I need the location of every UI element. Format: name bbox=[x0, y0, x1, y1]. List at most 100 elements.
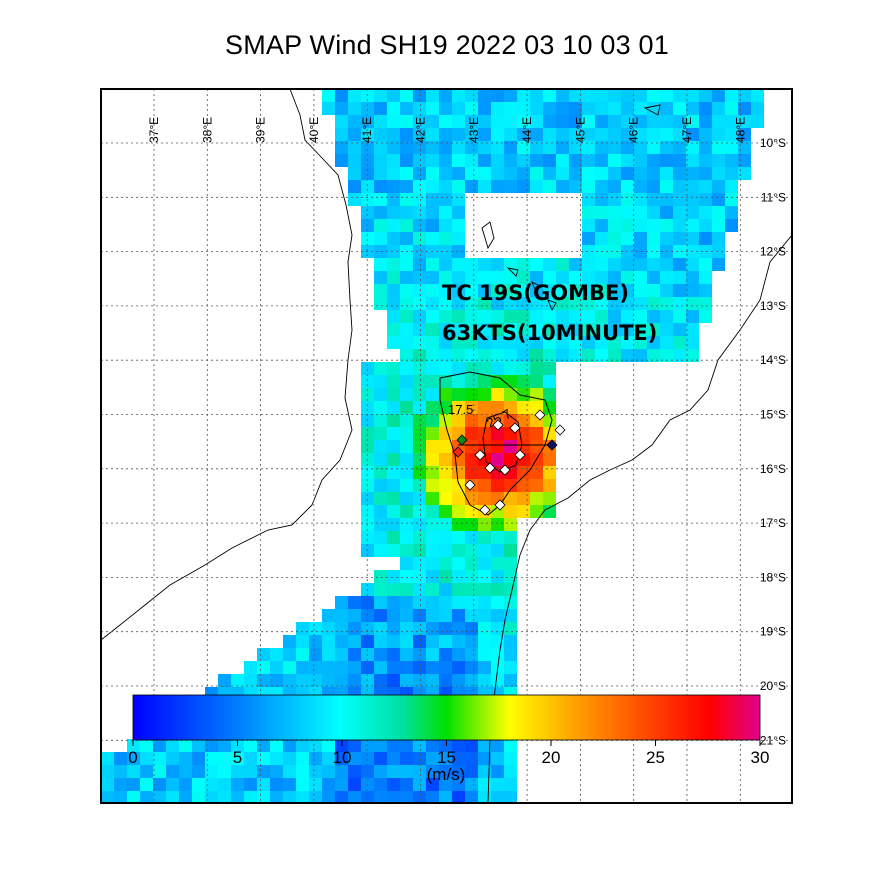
wind-cell bbox=[504, 648, 517, 661]
wind-cell bbox=[452, 414, 465, 427]
longitude-label: 40°E bbox=[307, 117, 321, 143]
wind-cell bbox=[374, 778, 387, 791]
wind-cell bbox=[361, 115, 374, 128]
wind-cell bbox=[738, 115, 751, 128]
wind-cell bbox=[374, 258, 387, 271]
wind-cell bbox=[400, 440, 413, 453]
wind-cell bbox=[621, 128, 634, 141]
wind-cell bbox=[348, 648, 361, 661]
longitude-label: 48°E bbox=[733, 117, 747, 143]
wind-cell bbox=[738, 141, 751, 154]
wind-cell bbox=[530, 479, 543, 492]
wind-cell bbox=[569, 128, 582, 141]
wind-cell bbox=[400, 128, 413, 141]
wind-cell bbox=[244, 739, 257, 752]
wind-cell bbox=[387, 492, 400, 505]
wind-cell bbox=[608, 115, 621, 128]
wind-cell bbox=[257, 739, 270, 752]
wind-cell bbox=[660, 180, 673, 193]
wind-cell bbox=[465, 609, 478, 622]
wind-cell bbox=[478, 739, 491, 752]
wind-cell bbox=[387, 89, 400, 102]
wind-cell bbox=[387, 232, 400, 245]
wind-cell bbox=[426, 778, 439, 791]
latitude-label: 13°S bbox=[760, 299, 786, 313]
wind-cell bbox=[452, 375, 465, 388]
wind-cell bbox=[465, 674, 478, 687]
wind-cell bbox=[413, 427, 426, 440]
longitude-label: 41°E bbox=[360, 117, 374, 143]
wind-cell bbox=[582, 219, 595, 232]
wind-cell bbox=[582, 180, 595, 193]
wind-cell bbox=[439, 297, 452, 310]
wind-cell bbox=[465, 739, 478, 752]
wind-cell bbox=[348, 791, 361, 803]
wind-cell bbox=[621, 297, 634, 310]
wind-cell bbox=[140, 778, 153, 791]
wind-cell bbox=[478, 167, 491, 180]
wind-cell bbox=[400, 336, 413, 349]
wind-cell bbox=[660, 193, 673, 206]
wind-cell bbox=[504, 596, 517, 609]
wind-cell bbox=[452, 388, 465, 401]
wind-cell bbox=[491, 258, 504, 271]
wind-cell bbox=[725, 89, 738, 102]
wind-cell bbox=[725, 141, 738, 154]
wind-cell bbox=[400, 570, 413, 583]
wind-cell bbox=[543, 115, 556, 128]
wind-cell bbox=[504, 479, 517, 492]
wind-cell bbox=[647, 323, 660, 336]
wind-cell bbox=[387, 154, 400, 167]
wind-cell bbox=[634, 193, 647, 206]
wind-cell bbox=[400, 258, 413, 271]
wind-cell bbox=[504, 518, 517, 531]
wind-cell bbox=[595, 206, 608, 219]
wind-cell bbox=[413, 232, 426, 245]
wind-cell bbox=[465, 557, 478, 570]
wind-cell bbox=[439, 89, 452, 102]
wind-cell bbox=[439, 778, 452, 791]
wind-cell bbox=[673, 141, 686, 154]
wind-cell bbox=[400, 466, 413, 479]
wind-cell bbox=[166, 765, 179, 778]
wind-cell bbox=[400, 232, 413, 245]
seychelles-island bbox=[643, 104, 661, 116]
wind-cell bbox=[491, 154, 504, 167]
wind-cell bbox=[413, 661, 426, 674]
wind-cell bbox=[725, 102, 738, 115]
wind-cell bbox=[426, 310, 439, 323]
wind-cell bbox=[491, 336, 504, 349]
wind-cell bbox=[413, 401, 426, 414]
wind-cell bbox=[374, 362, 387, 375]
wind-cell bbox=[426, 336, 439, 349]
wind-cell bbox=[413, 453, 426, 466]
wind-cell bbox=[413, 258, 426, 271]
wind-cell bbox=[478, 557, 491, 570]
wind-cell bbox=[673, 102, 686, 115]
wind-cell bbox=[348, 765, 361, 778]
wind-cell bbox=[465, 414, 478, 427]
wind-cell bbox=[452, 570, 465, 583]
wind-cell bbox=[517, 388, 530, 401]
wind-cell bbox=[504, 375, 517, 388]
wind-cell bbox=[400, 362, 413, 375]
wind-cell bbox=[465, 440, 478, 453]
wind-cell bbox=[140, 765, 153, 778]
track-diamond bbox=[509, 422, 521, 434]
wind-cell bbox=[556, 89, 569, 102]
wind-cell bbox=[504, 453, 517, 466]
wind-cell bbox=[283, 635, 296, 648]
wind-cell bbox=[309, 661, 322, 674]
wind-cell bbox=[153, 765, 166, 778]
wind-cell bbox=[348, 661, 361, 674]
wind-cell bbox=[478, 258, 491, 271]
wind-cell bbox=[660, 102, 673, 115]
wind-cell bbox=[270, 791, 283, 803]
wind-cell bbox=[439, 570, 452, 583]
wind-cell bbox=[413, 336, 426, 349]
wind-cell bbox=[244, 661, 257, 674]
wind-cell bbox=[686, 349, 699, 362]
wind-cell bbox=[491, 388, 504, 401]
wind-cell bbox=[348, 622, 361, 635]
wind-cell bbox=[478, 102, 491, 115]
